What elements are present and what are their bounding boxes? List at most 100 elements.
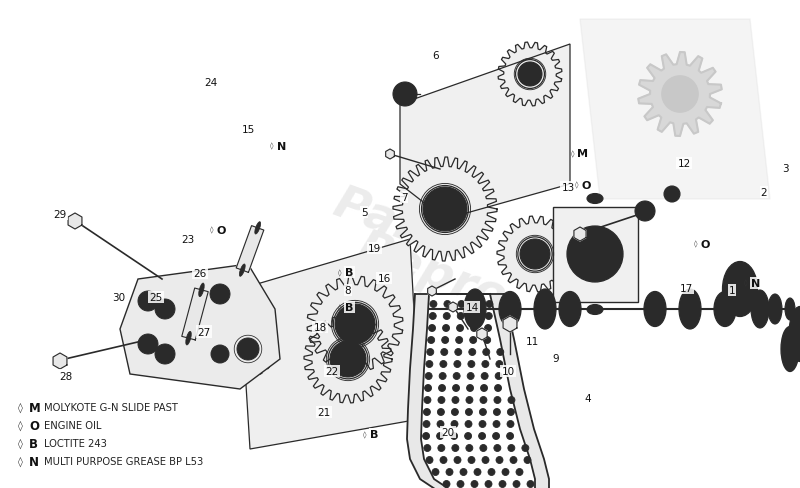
Circle shape [472, 301, 479, 308]
Circle shape [524, 457, 531, 464]
Ellipse shape [587, 194, 603, 204]
Circle shape [138, 334, 158, 354]
Text: ◊: ◊ [18, 402, 23, 412]
Ellipse shape [464, 289, 486, 329]
Circle shape [423, 421, 430, 427]
Circle shape [440, 457, 447, 464]
Circle shape [450, 433, 458, 440]
Circle shape [591, 195, 599, 203]
Polygon shape [490, 294, 549, 488]
Polygon shape [498, 43, 562, 107]
Circle shape [470, 325, 478, 332]
Circle shape [138, 291, 158, 311]
Circle shape [577, 237, 613, 272]
Text: 7: 7 [401, 193, 407, 203]
Polygon shape [503, 316, 517, 332]
Circle shape [471, 481, 478, 488]
Polygon shape [580, 20, 770, 200]
Circle shape [211, 346, 229, 363]
Circle shape [522, 445, 529, 451]
Text: ◊: ◊ [18, 438, 23, 448]
Circle shape [237, 338, 259, 360]
Ellipse shape [722, 262, 758, 317]
Circle shape [438, 397, 445, 404]
Circle shape [335, 305, 375, 345]
Circle shape [330, 341, 366, 377]
Text: 15: 15 [242, 124, 254, 134]
Text: 6: 6 [433, 51, 439, 61]
Circle shape [486, 301, 493, 308]
Text: M: M [29, 401, 41, 414]
Text: 3: 3 [782, 163, 789, 173]
Circle shape [567, 226, 623, 283]
Text: 26: 26 [194, 268, 206, 278]
Text: ◊: ◊ [744, 280, 748, 286]
Ellipse shape [534, 289, 556, 329]
Circle shape [437, 433, 443, 440]
Polygon shape [449, 303, 458, 312]
Text: 2: 2 [761, 188, 767, 198]
Circle shape [425, 373, 432, 380]
Circle shape [440, 361, 447, 368]
Circle shape [422, 433, 430, 440]
Text: 16: 16 [378, 273, 390, 283]
Text: ◊: ◊ [338, 269, 342, 276]
Circle shape [668, 191, 676, 199]
Circle shape [160, 305, 170, 314]
Text: ◊: ◊ [574, 182, 578, 189]
Circle shape [508, 397, 515, 404]
Text: 10: 10 [502, 366, 514, 376]
Circle shape [465, 421, 472, 427]
Polygon shape [574, 227, 586, 242]
Polygon shape [393, 158, 497, 262]
Circle shape [442, 337, 449, 344]
Circle shape [458, 301, 465, 308]
Circle shape [499, 481, 506, 488]
Ellipse shape [785, 298, 795, 320]
Text: ◊: ◊ [210, 227, 214, 234]
Circle shape [424, 397, 431, 404]
Text: 4: 4 [585, 393, 591, 403]
Polygon shape [497, 217, 573, 292]
Text: 20: 20 [442, 427, 454, 437]
Circle shape [520, 240, 550, 269]
Circle shape [453, 385, 459, 392]
Circle shape [437, 421, 444, 427]
Circle shape [438, 385, 446, 392]
Circle shape [497, 349, 504, 356]
Text: 5: 5 [361, 207, 367, 217]
Circle shape [441, 349, 448, 356]
Polygon shape [428, 286, 436, 296]
Circle shape [399, 89, 411, 101]
Text: 24: 24 [204, 78, 217, 88]
Circle shape [454, 457, 461, 464]
Circle shape [466, 397, 473, 404]
Circle shape [454, 349, 462, 356]
Circle shape [495, 373, 502, 380]
Circle shape [210, 285, 230, 305]
Circle shape [424, 445, 431, 451]
Text: B: B [370, 429, 378, 439]
Circle shape [728, 278, 752, 302]
Circle shape [345, 314, 365, 334]
Text: MOLYKOTE G-N SLIDE PAST: MOLYKOTE G-N SLIDE PAST [44, 402, 178, 412]
Text: O: O [217, 225, 226, 235]
Circle shape [513, 481, 520, 488]
Circle shape [155, 299, 175, 319]
Circle shape [438, 408, 445, 416]
Polygon shape [304, 315, 392, 403]
Text: O: O [29, 419, 39, 431]
Polygon shape [220, 322, 276, 377]
Circle shape [508, 445, 515, 451]
Ellipse shape [789, 307, 800, 362]
Circle shape [482, 361, 489, 368]
Text: ENGINE OIL: ENGINE OIL [44, 420, 102, 430]
Circle shape [454, 361, 461, 368]
Text: 27: 27 [198, 327, 210, 337]
Text: N: N [277, 142, 286, 151]
Ellipse shape [714, 292, 736, 327]
Circle shape [527, 481, 534, 488]
FancyBboxPatch shape [553, 207, 638, 302]
Circle shape [457, 325, 463, 332]
Circle shape [155, 345, 175, 364]
